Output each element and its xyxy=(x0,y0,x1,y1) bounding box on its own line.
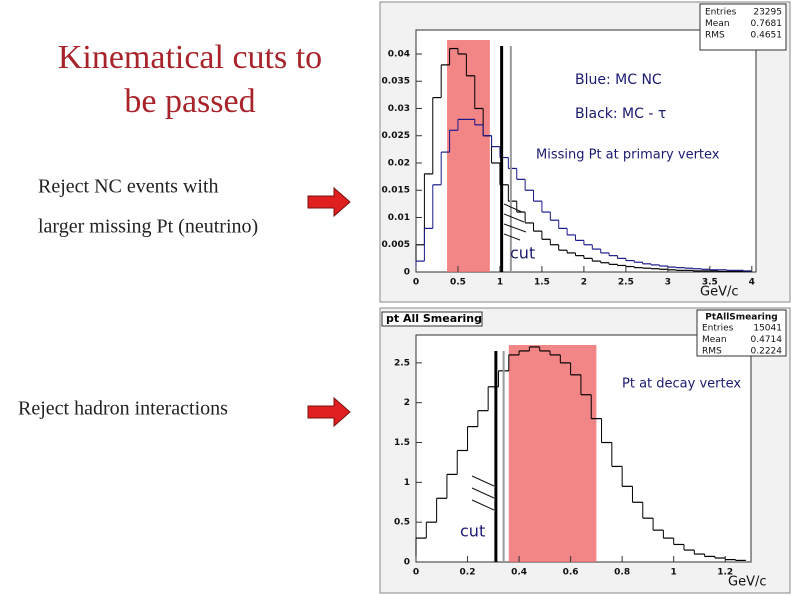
x-tick-label: 0.4 xyxy=(511,568,527,578)
x-tick-label: 1.2 xyxy=(717,568,733,578)
chart-title: pt All Smearing xyxy=(386,312,482,325)
annotation: cut xyxy=(460,522,485,541)
x-tick-label: 4 xyxy=(749,278,755,288)
y-tick-label: 0.03 xyxy=(388,104,410,114)
stats-name: PtAllSmearing xyxy=(705,313,777,323)
annotation: Blue: MC NC xyxy=(575,72,662,88)
y-tick-label: 0.02 xyxy=(388,158,410,168)
note: larger missing Pt (neutrino) xyxy=(38,216,258,238)
slide-title: Kinematical cuts to xyxy=(58,39,322,76)
y-tick-label: 0 xyxy=(404,268,410,278)
highlight-band xyxy=(447,40,490,272)
stats-box xyxy=(696,309,787,357)
arrow xyxy=(307,396,351,428)
annotation: Pt at decay vertex xyxy=(622,377,741,392)
x-tick-label: 0.5 xyxy=(450,278,466,288)
y-tick-label: 0.04 xyxy=(388,49,410,59)
stats-label: Entries xyxy=(702,324,734,334)
note: Reject NC events with xyxy=(38,176,219,198)
annotation: Black: MC - τ xyxy=(575,106,666,122)
stats-value: 15041 xyxy=(753,324,782,334)
charts: 0 0.5 1 1.5 2 2.5 3 3.5 4 0 0.005 0.01 0.015 0.02 0.02… xyxy=(379,1,791,594)
note: Reject hadron interactions xyxy=(18,398,228,420)
stats-label: Mean xyxy=(705,19,730,29)
x-tick-label: 1 xyxy=(497,278,503,288)
stats-value: 23295 xyxy=(753,8,782,18)
stats-value: 0.7681 xyxy=(751,19,783,29)
x-tick-label: 0.6 xyxy=(563,568,579,578)
y-tick-label: 0.025 xyxy=(382,131,410,141)
x-tick-label: 1.5 xyxy=(534,278,550,288)
y-tick-label: 0.5 xyxy=(394,518,410,528)
x-tick-label: 0 xyxy=(413,568,419,578)
x-tick-label: 0.2 xyxy=(460,568,476,578)
x-tick-label: 2 xyxy=(581,278,587,288)
y-tick-label: 1 xyxy=(404,478,410,488)
chart-title-box xyxy=(381,311,483,327)
arrow xyxy=(307,186,351,218)
stats-label: Entries xyxy=(705,8,737,18)
x-tick-label: 1 xyxy=(671,568,677,578)
stats-box xyxy=(699,3,787,51)
y-tick-label: 0.01 xyxy=(388,213,410,223)
annotation: GeV/c xyxy=(728,575,767,590)
y-tick-label: 2 xyxy=(404,398,410,408)
x-tick-label: 3.5 xyxy=(702,278,718,288)
slide-title: be passed xyxy=(124,83,255,120)
y-tick-label: 1.5 xyxy=(394,438,410,448)
stats-value: 0.2224 xyxy=(751,347,783,357)
y-tick-label: 0 xyxy=(404,558,410,568)
y-tick-label: 0.005 xyxy=(382,240,410,250)
annotation: cut xyxy=(510,244,535,263)
stats-value: 0.4714 xyxy=(751,335,783,345)
hatch xyxy=(471,203,527,511)
y-tick-label: 2.5 xyxy=(394,358,410,368)
stats-value: 0.4651 xyxy=(751,31,783,41)
annotation: GeV/c xyxy=(700,285,739,300)
annotation: Missing Pt at primary vertex xyxy=(536,148,720,163)
x-tick-label: 2.5 xyxy=(618,278,634,288)
stats-label: Mean xyxy=(702,335,727,345)
x-tick-label: 0 xyxy=(413,278,419,288)
x-tick-label: 0.8 xyxy=(614,568,630,578)
stats-label: RMS xyxy=(702,347,722,357)
stats-label: RMS xyxy=(705,31,725,41)
y-tick-label: 0.035 xyxy=(382,77,410,87)
x-tick-label: 3 xyxy=(665,278,671,288)
highlight-band xyxy=(508,345,597,562)
y-tick-label: 0.015 xyxy=(382,186,410,196)
